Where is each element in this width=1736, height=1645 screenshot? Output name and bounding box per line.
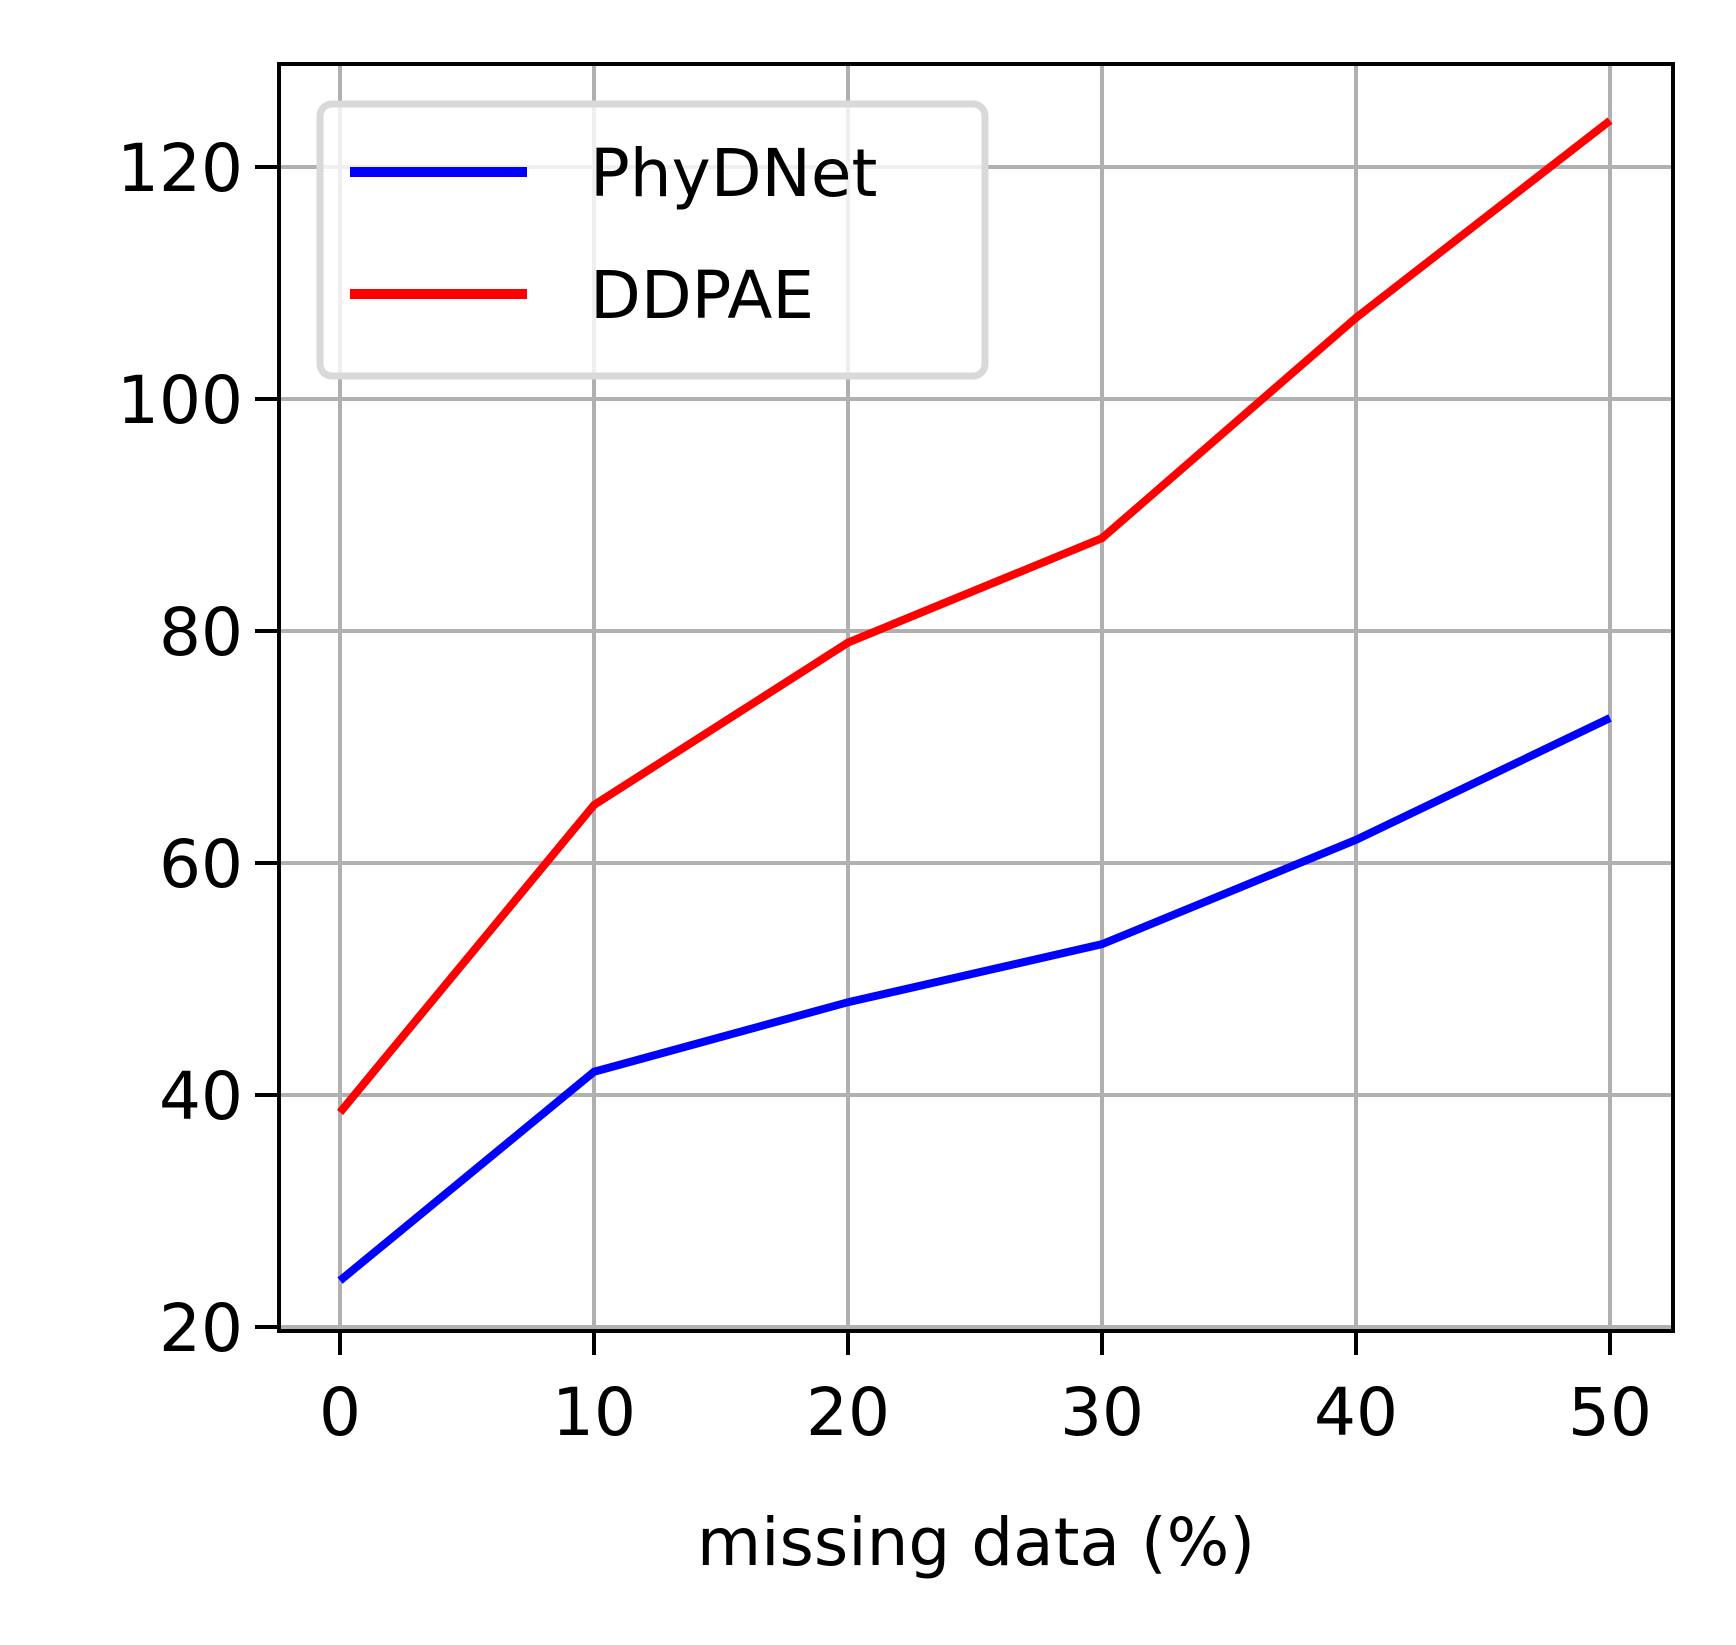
legend: PhyDNet DDPAE — [316, 100, 989, 380]
x-tick-label: 20 — [806, 1374, 890, 1451]
x-axis-ticks: 0 10 20 30 40 50 — [319, 1331, 1652, 1451]
legend-label-phydnet: PhyDNet — [590, 135, 877, 212]
x-tick-label: 0 — [319, 1374, 361, 1451]
x-axis-title: missing data (%) — [697, 1504, 1255, 1581]
y-tick-label: 20 — [159, 1290, 243, 1367]
x-tick-label: 40 — [1314, 1374, 1398, 1451]
y-tick-label: 60 — [159, 826, 243, 903]
data-series — [336, 117, 1613, 1284]
x-tick-label: 50 — [1568, 1374, 1652, 1451]
y-tick-label: 120 — [117, 130, 243, 207]
legend-label-ddpae: DDPAE — [590, 257, 814, 334]
series-line-phydnet — [337, 714, 1612, 1284]
series-line-ddpae — [336, 117, 1613, 1115]
x-tick-label: 10 — [552, 1374, 636, 1451]
plot-frame — [277, 62, 1675, 1333]
x-tick-label: 30 — [1060, 1374, 1144, 1451]
y-tick-label: 100 — [117, 362, 243, 439]
y-tick-label: 80 — [159, 594, 243, 671]
y-tick-label: 40 — [159, 1058, 243, 1135]
y-axis-ticks: 20 40 60 80 100 120 — [117, 130, 279, 1367]
